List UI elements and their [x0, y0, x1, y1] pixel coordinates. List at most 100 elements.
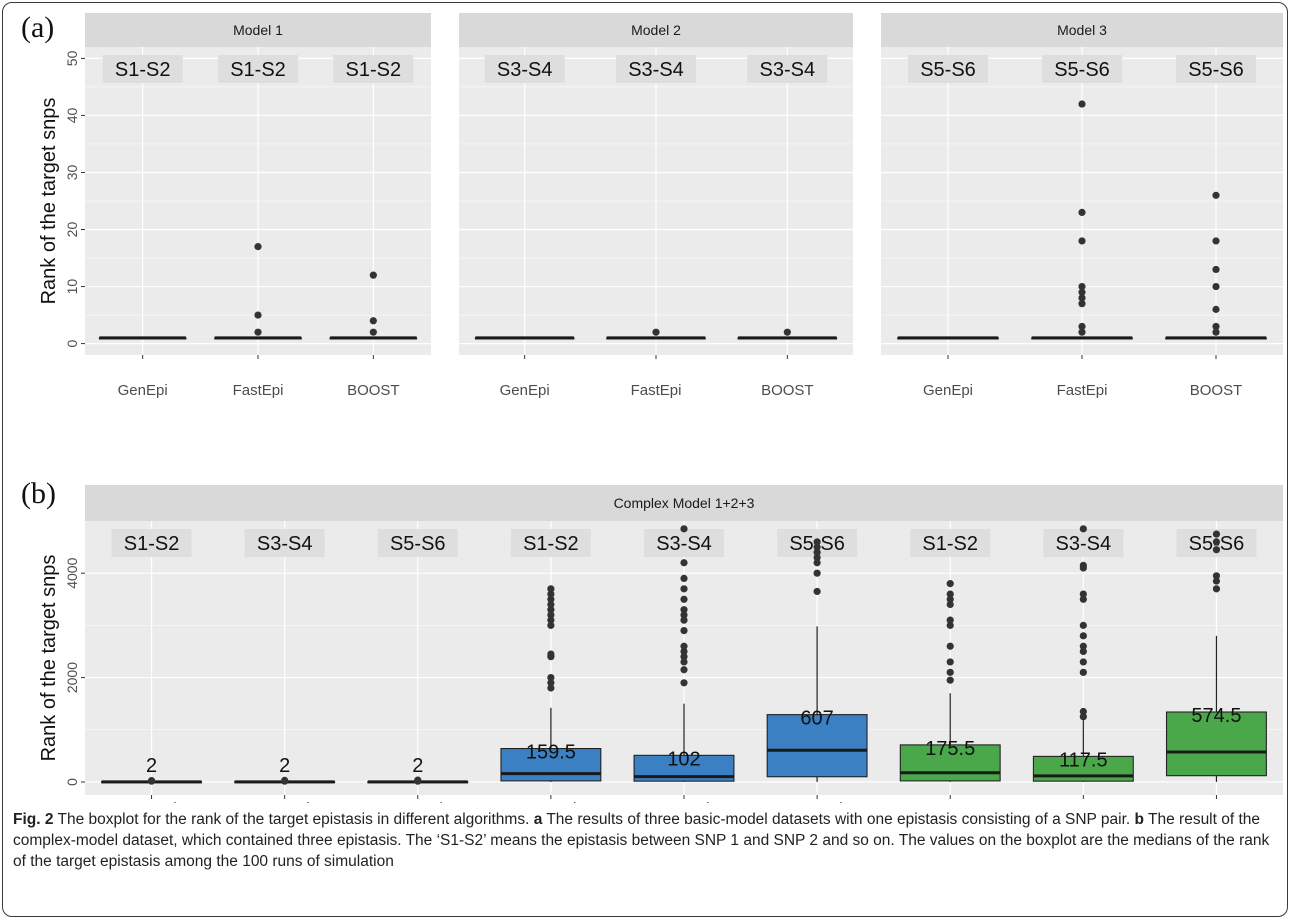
y-tick-label: 20	[64, 222, 80, 238]
x-tick-label: GenEpi	[127, 800, 177, 803]
facet-strip	[459, 13, 853, 47]
outlier-point	[946, 595, 954, 603]
group-label: S5-S6	[390, 533, 446, 555]
outlier-point	[547, 590, 555, 598]
outlier-point	[680, 559, 688, 567]
outlier-point	[813, 538, 821, 546]
facet: Model 3 S5-S6 GenEpi S5-S6 FastEpi S5-S6 BOOST	[881, 13, 1283, 399]
x-tick-label: GenEpi	[500, 382, 550, 399]
box-group: S5-S6574.5BOOST	[1165, 529, 1267, 803]
y-tick-label: 0	[64, 778, 80, 786]
group-label: S3-S4	[656, 533, 712, 555]
median-label: 2	[412, 755, 423, 777]
x-tick-label: BOOST	[924, 800, 977, 803]
median-label: 2	[146, 755, 157, 777]
box-group: S5-S6 FastEpi	[1031, 55, 1133, 399]
outlier-point	[1212, 538, 1221, 546]
group-label-bg	[908, 55, 988, 83]
median-label: 159.5	[526, 742, 576, 764]
group-label: S5-S6	[1188, 59, 1244, 81]
outlier-point	[946, 642, 954, 650]
group-label: S5-S6	[1054, 59, 1110, 81]
outlier-point	[1079, 658, 1087, 666]
x-tick-label: FastEpi	[792, 800, 843, 803]
outlier-point	[547, 606, 555, 614]
outlier-point	[547, 600, 555, 609]
x-tick-label: GenEpi	[118, 382, 168, 399]
facet: Model 1 S1-S2 GenEpi S1-S2 FastEpi S1-S2 BOOST	[85, 13, 431, 399]
group-label-bg	[510, 529, 591, 557]
y-tick-label: 2000	[64, 662, 80, 693]
outlier-point	[680, 616, 688, 624]
group-label: S1-S2	[124, 533, 180, 555]
group-label-bg	[102, 55, 183, 83]
outlier-point	[1079, 590, 1087, 598]
group-label-bg	[910, 529, 991, 557]
outlier-point	[369, 271, 377, 279]
box-group: S3-S4 FastEpi	[606, 55, 706, 399]
facet: Model 2 S3-S4 GenEpi S3-S4 FastEpi S3-S4 BOOST	[459, 13, 853, 399]
group-label-bg	[1043, 529, 1124, 557]
box-group: S1-S2 GenEpi	[98, 55, 187, 399]
outlier-point	[369, 317, 377, 325]
outlier-point	[783, 328, 791, 336]
y-tick-label: 0	[64, 339, 80, 347]
group-label: S5-S6	[920, 59, 976, 81]
outlier-point	[1212, 328, 1220, 336]
caption-a-label: a	[533, 811, 543, 828]
y-tick-label: 30	[64, 164, 80, 180]
outlier-point	[547, 650, 555, 658]
box-group: S3-S4 117.5 BOOST	[1032, 525, 1134, 803]
caption-a-text: The results of three basic-model dataset…	[546, 811, 1131, 828]
y-axis-title: Rank of the target snps	[38, 555, 60, 762]
box-group: S1-S2 159.5 FastEpi	[500, 529, 602, 803]
outlier-point	[1212, 237, 1220, 245]
outlier-point	[281, 776, 289, 784]
median-label: 102	[667, 748, 700, 770]
outlier-point	[547, 621, 555, 629]
group-label: S3-S4	[497, 59, 553, 81]
outlier-point	[1212, 322, 1220, 331]
box-group: S3-S4 GenEpi	[474, 55, 575, 399]
outlier-point	[946, 668, 954, 676]
outlier-point	[680, 574, 688, 583]
caption-b-label: b	[1134, 811, 1144, 828]
outlier-point	[547, 679, 555, 687]
x-tick-label: FastEpi	[659, 800, 710, 803]
outlier-point	[1079, 525, 1087, 533]
median-label: 175.5	[925, 738, 975, 760]
x-tick-label: GenEpi	[393, 800, 443, 803]
outlier-point	[1078, 328, 1086, 336]
box-group: S5-S6 BOOST	[1165, 55, 1267, 399]
figure-caption: Fig. 2 The boxplot for the rank of the t…	[13, 809, 1283, 872]
outlier-point	[1078, 294, 1086, 302]
group-label-bg	[1042, 55, 1122, 83]
y-tick-label: 4000	[64, 557, 80, 588]
x-tick-label: BOOST	[347, 382, 400, 399]
outlier-point	[1079, 621, 1087, 629]
x-tick-label: BOOST	[1190, 382, 1243, 399]
outlier-point	[1212, 577, 1221, 585]
outlier-point	[1212, 546, 1221, 554]
box	[1165, 711, 1267, 777]
y-tick-label: 50	[64, 50, 80, 66]
box-group: S3-S4 BOOST	[737, 55, 838, 399]
outlier-point	[680, 658, 688, 666]
outlier-point	[369, 328, 377, 336]
facet: Complex Model 1+2+3 S1-S2 2 GenEpi S3-S4 2 Gen…	[85, 485, 1283, 803]
outlier-point	[680, 606, 688, 614]
x-tick-label: GenEpi	[260, 800, 310, 803]
box-group: S5-S6 GenEpi	[897, 55, 999, 399]
outlier-point	[1078, 208, 1086, 217]
outlier-point	[680, 666, 688, 674]
median-label: 607	[800, 708, 833, 730]
facet-title: Model 2	[631, 22, 681, 38]
group-label: S3-S4	[760, 59, 816, 81]
box-group: S1-S2 FastEpi	[214, 55, 302, 399]
outlier-point	[1212, 530, 1221, 538]
outlier-point	[680, 595, 688, 603]
facet-strip	[881, 13, 1283, 47]
outlier-point	[1079, 642, 1087, 650]
x-tick-label: FastEpi	[1057, 382, 1108, 399]
